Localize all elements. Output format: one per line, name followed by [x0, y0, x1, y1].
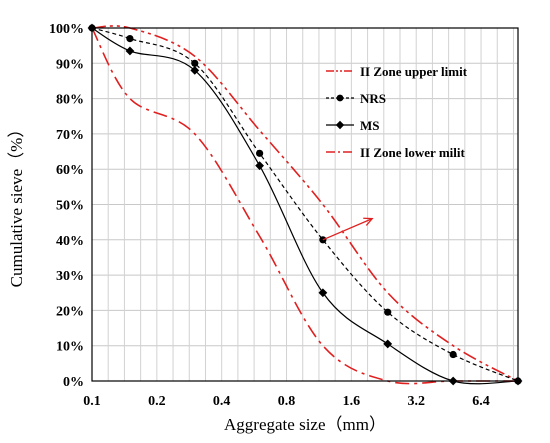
legend-marker: [335, 120, 345, 130]
axes: 0% 10% 20% 30% 40% 50% 60% 70% 80% 90% 100% 0.1 0.2 0…: [49, 22, 519, 409]
data-point: [191, 59, 199, 67]
x-tick-label: 0.1: [83, 394, 101, 409]
y-tick-label: 40%: [56, 234, 84, 249]
y-tick-label: 50%: [56, 199, 84, 214]
series-line-3: [91, 27, 518, 385]
data-point: [190, 65, 200, 75]
y-tick-label: 100%: [49, 22, 84, 37]
data-point: [126, 34, 134, 43]
annotation-layer: [322, 217, 374, 241]
series-layer: [91, 25, 519, 385]
data-point: [449, 350, 457, 359]
series-line-1: [91, 27, 519, 382]
x-tick-label: 0.4: [213, 394, 231, 409]
y-axis-label: Cumulative sieve（%）: [7, 121, 26, 288]
plot-frame: [91, 27, 519, 382]
y-tick-label: 70%: [56, 128, 84, 143]
data-point: [256, 149, 264, 157]
y-tick-label: 0%: [63, 375, 84, 390]
annotation-arrow-line: [322, 218, 373, 241]
y-tick-label: 10%: [56, 340, 84, 355]
x-tick-label: 0.8: [278, 394, 296, 409]
series-line-0: [91, 25, 519, 382]
annotation-arrow-head: [363, 217, 374, 226]
y-tick-label: 90%: [56, 57, 84, 72]
x-tick-label: 1.6: [343, 394, 361, 409]
x-tick-label: 3.2: [407, 394, 425, 409]
legend-label-3: II Zone lower milit: [360, 145, 466, 160]
data-point: [125, 46, 135, 56]
series-line-2: [91, 27, 519, 385]
data-point: [255, 161, 265, 171]
x-tick-label: 6.4: [472, 394, 490, 409]
y-tick-label: 30%: [56, 269, 84, 284]
data-point: [318, 288, 328, 298]
y-tick-label: 20%: [56, 304, 84, 319]
legend: II Zone upper limit NRS MS II Zone lower mi…: [326, 64, 468, 160]
legend-label-0: II Zone upper limit: [360, 64, 468, 79]
data-point: [383, 339, 393, 349]
legend-marker: [336, 94, 344, 102]
x-axis-label: Aggregate size（mm）: [224, 415, 386, 434]
y-tick-label: 60%: [56, 163, 84, 178]
x-tick-label: 0.2: [148, 394, 166, 409]
data-point: [384, 308, 392, 316]
legend-label-1: NRS: [360, 91, 386, 106]
legend-label-2: MS: [360, 118, 380, 133]
y-tick-label: 80%: [56, 93, 84, 108]
